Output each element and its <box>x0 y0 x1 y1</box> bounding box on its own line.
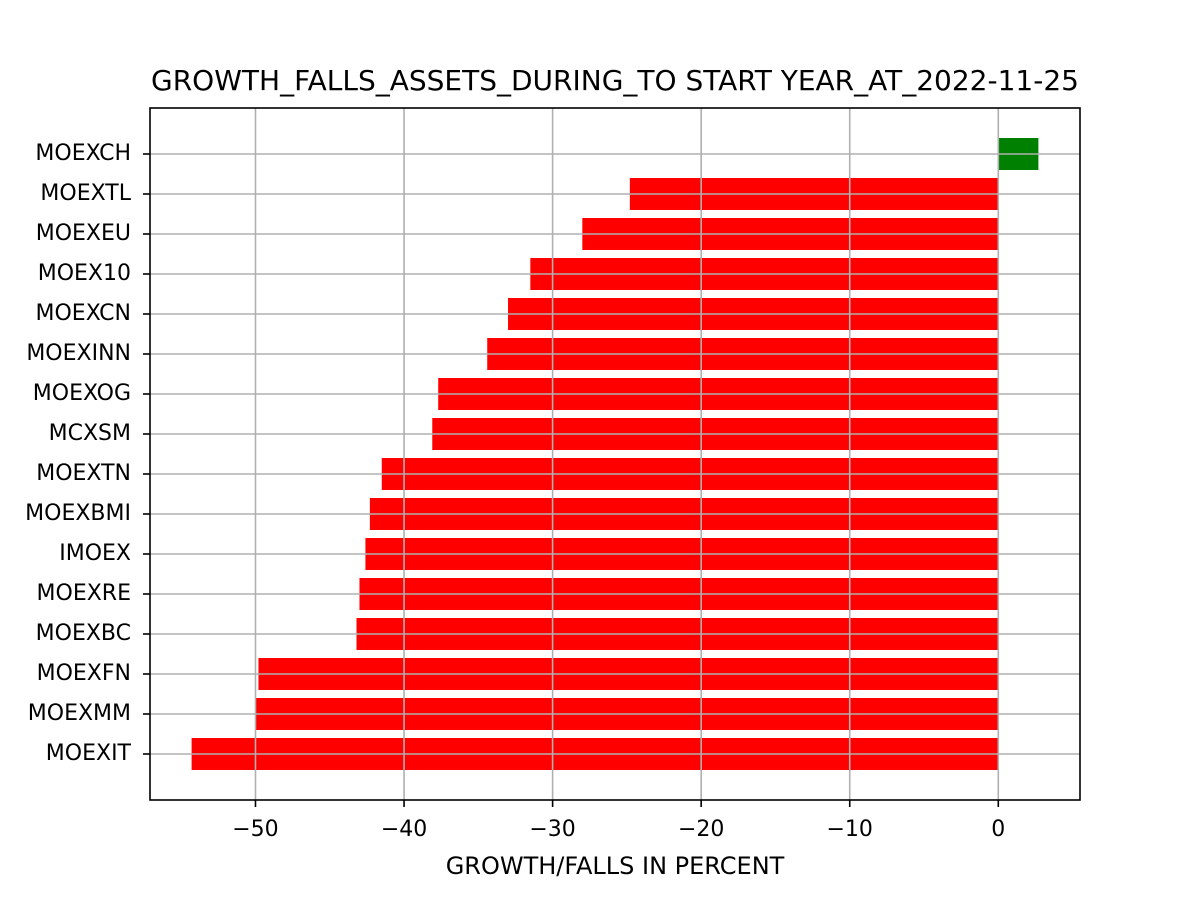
y-tick-label: MOEXCN <box>36 301 132 326</box>
chart-title: GROWTH_FALLS_ASSETS_DURING_TO START YEAR… <box>151 64 1079 97</box>
y-tick-label: MOEXBMI <box>25 501 131 526</box>
y-tick-label: MCXSM <box>49 421 131 446</box>
x-tick-label: −10 <box>827 817 873 842</box>
y-tick-label: MOEXRE <box>37 581 131 606</box>
x-tick-label: −40 <box>381 817 427 842</box>
y-tick-label: MOEXTN <box>36 461 131 486</box>
y-tick-label: MOEXINN <box>26 341 131 366</box>
x-tick-label: −30 <box>529 817 575 842</box>
x-tick-label: 0 <box>991 817 1005 842</box>
y-tick-label: MOEXTL <box>40 181 131 206</box>
x-axis-label: GROWTH/FALLS IN PERCENT <box>446 852 785 880</box>
x-tick-label: −50 <box>232 817 278 842</box>
y-tick-label: MOEXMM <box>28 701 131 726</box>
y-tick-label: MOEXOG <box>33 381 131 406</box>
y-tick-label: MOEXCH <box>35 141 131 166</box>
y-tick-label: MOEXEU <box>36 221 131 246</box>
y-tick-label: IMOEX <box>59 541 131 566</box>
y-tick-label: MOEXBC <box>36 621 131 646</box>
plot-frame <box>149 107 1081 801</box>
y-tick-label: MOEX10 <box>38 261 131 286</box>
y-tick-label: MOEXFN <box>37 661 131 686</box>
x-tick-label: −20 <box>678 817 724 842</box>
y-tick-label: MOEXIT <box>46 741 132 766</box>
